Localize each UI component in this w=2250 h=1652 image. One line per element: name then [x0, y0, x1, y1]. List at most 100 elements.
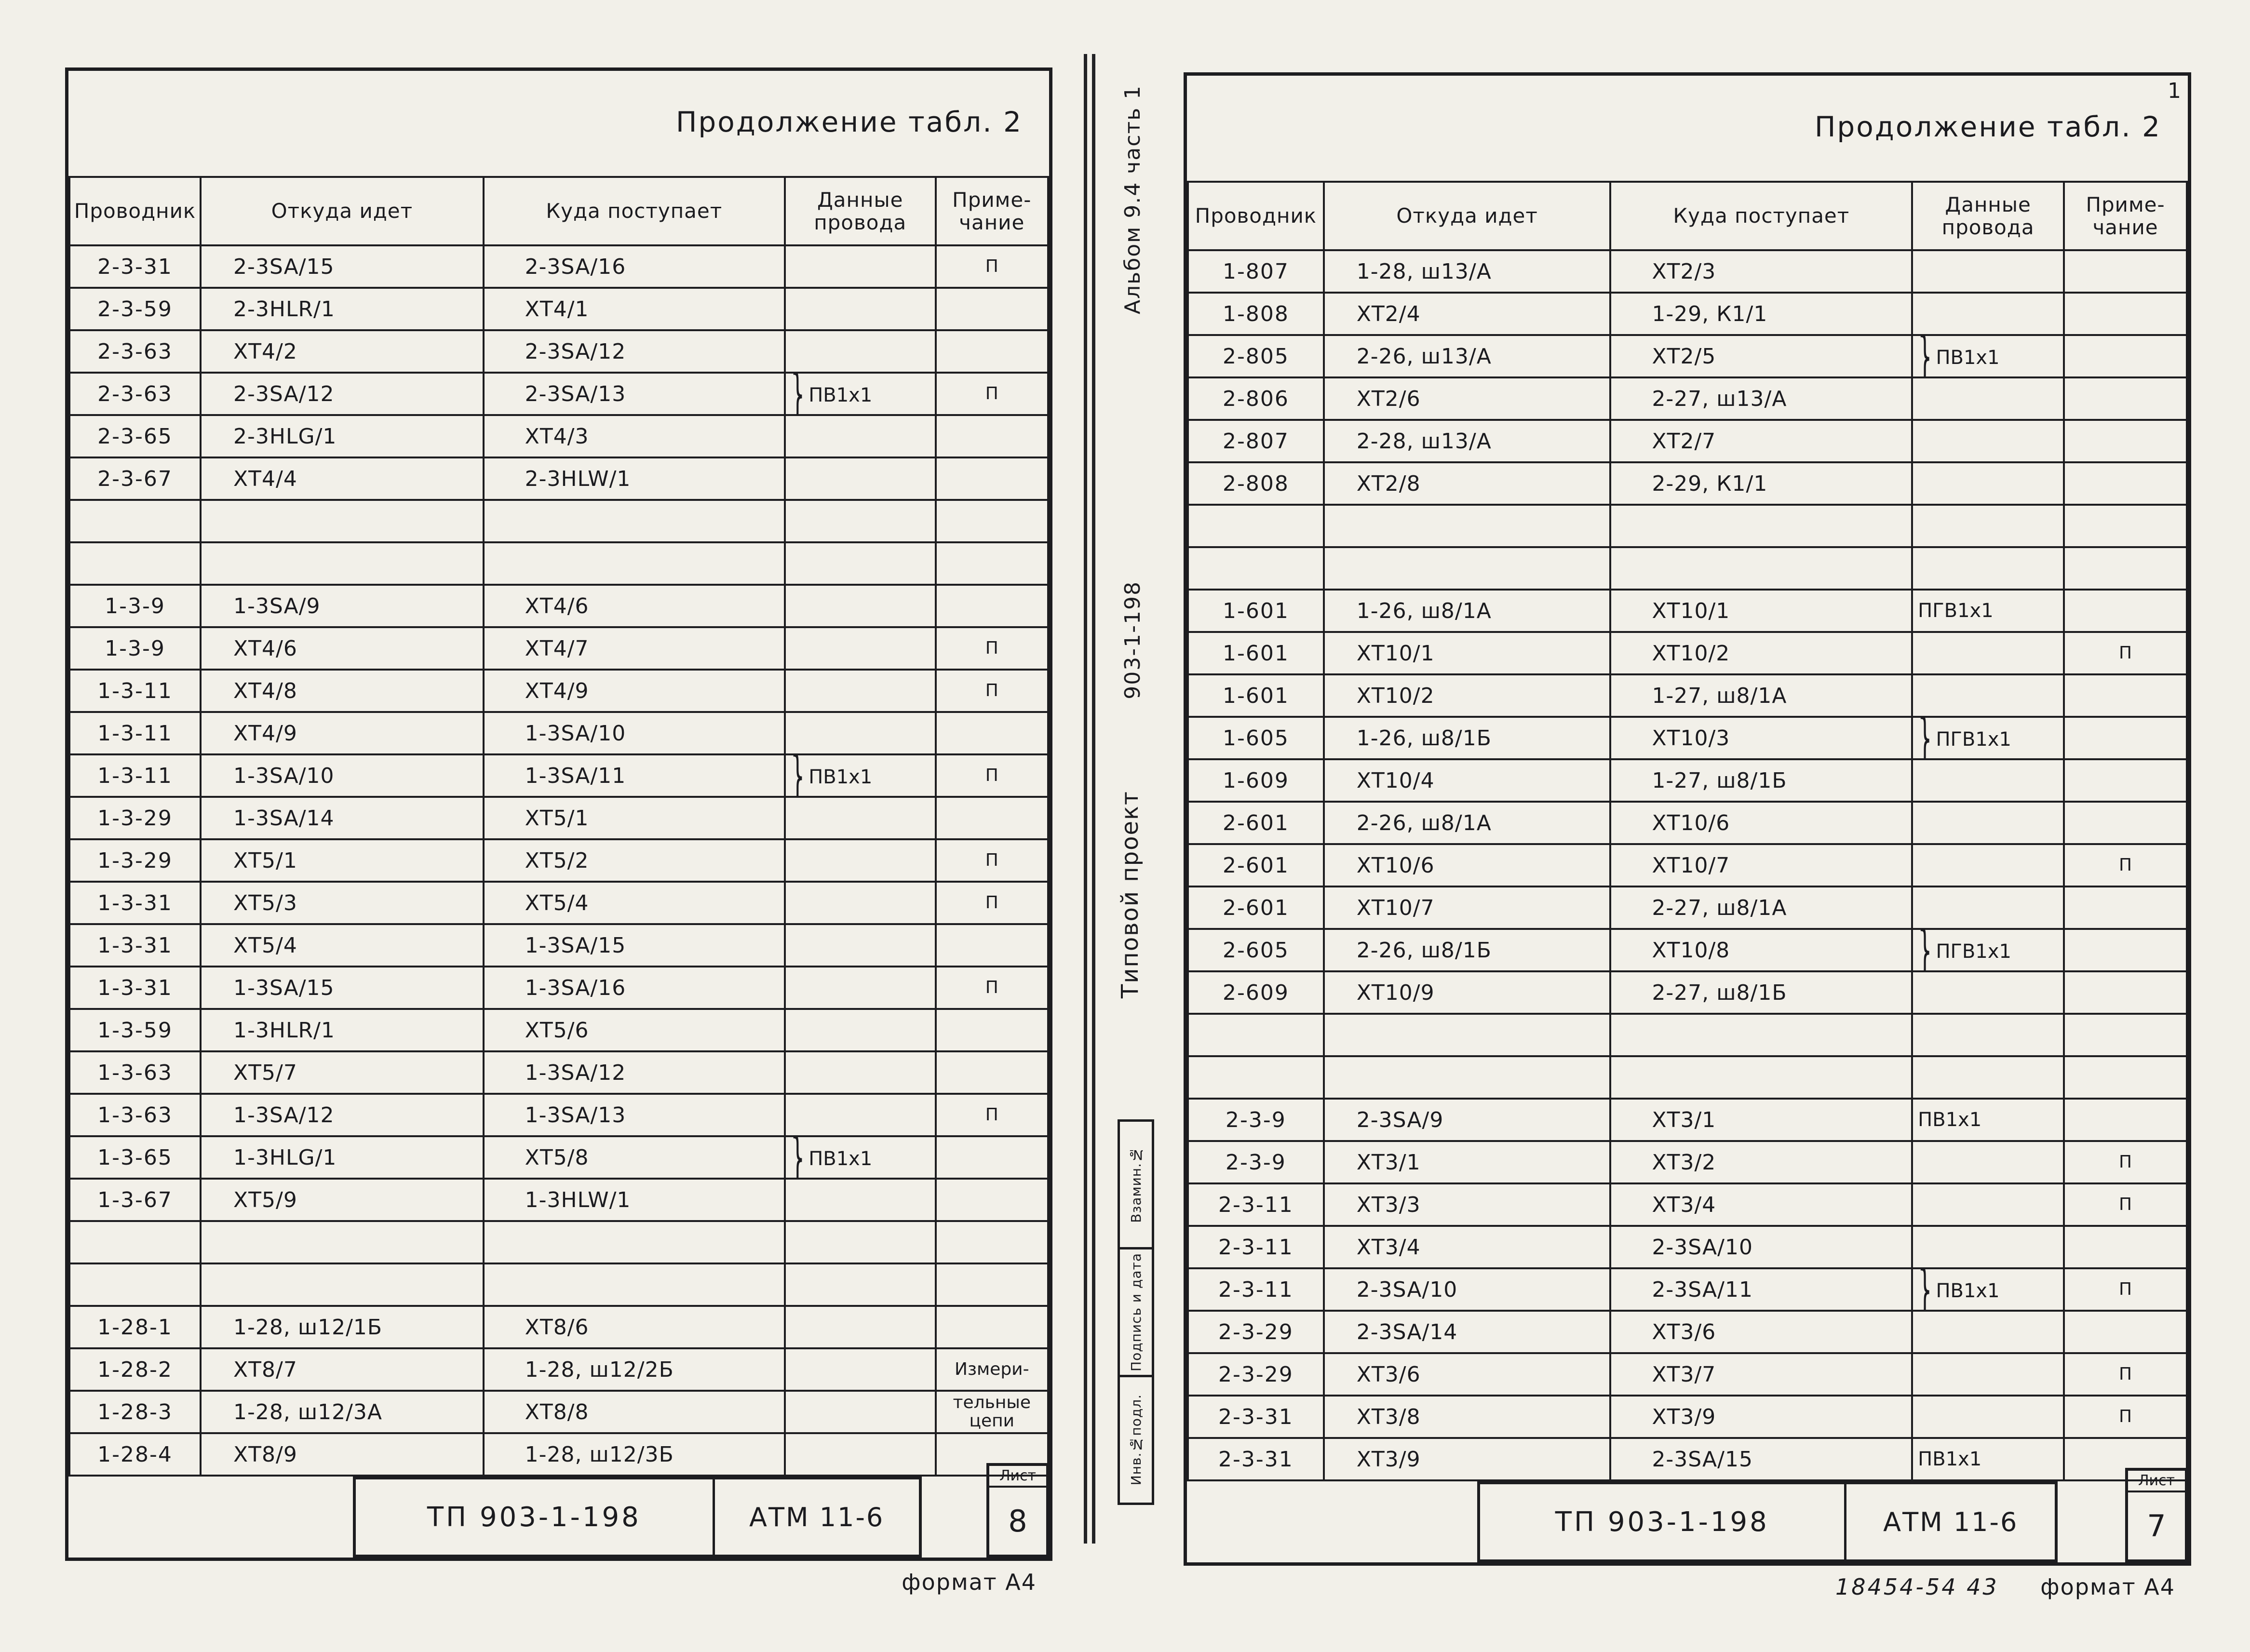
conductor-cell: 1-3-67: [68, 1178, 202, 1222]
to-text: 1-3SA/16: [525, 975, 626, 1000]
from-cell: ХТ2/6: [1322, 376, 1612, 421]
wire-cell: [783, 329, 937, 374]
conductor-text: 2-807: [1222, 429, 1289, 454]
note-text: П: [2119, 1407, 2132, 1427]
from-cell: 1-3HLR/1: [200, 1008, 485, 1052]
note-cell: [2063, 801, 2188, 845]
from-cell: 2-3HLG/1: [200, 414, 485, 458]
from-cell: 1-26, ш8/1А: [1322, 589, 1612, 633]
stamp-cell-inv: Инв.№подл.: [1120, 1377, 1152, 1503]
table-row: 1-3-67 ХТ5/9 1-3HLW/1: [68, 1178, 1050, 1222]
conductor-text: 2-3-59: [97, 296, 173, 322]
from-cell: 1-3SA/14: [200, 796, 485, 840]
conductor-text: 1-3-11: [97, 763, 173, 788]
from-text: 1-3SA/12: [233, 1102, 335, 1128]
note-cell: [2063, 758, 2188, 803]
left-page-title-area: Продолжение табл. 2: [68, 71, 1049, 176]
note-cell: П: [934, 244, 1050, 289]
to-text: 1-28, ш12/2Б: [525, 1357, 674, 1382]
table-row: 1-3-11 1-3SA/10 1-3SA/11} ПВ1х1 П: [68, 753, 1050, 798]
album-label: Альбом 9.4 часть 1: [1120, 85, 1145, 315]
conductor-cell: [68, 499, 202, 543]
to-cell: 1-3SA/15: [482, 923, 786, 967]
to-text: 2-3SA/10: [1652, 1235, 1753, 1260]
conductor-text: 1-605: [1222, 725, 1289, 751]
from-cell: 1-28, ш13/А: [1322, 249, 1612, 294]
note-cell: [934, 414, 1050, 458]
to-cell: ХТ4/3: [482, 414, 786, 458]
to-cell: 2-27, ш8/1А: [1609, 886, 1913, 930]
from-text: ХТ10/1: [1356, 641, 1435, 666]
conductor-text: 2-3-31: [97, 254, 173, 279]
conductor-cell: 2-601: [1187, 886, 1325, 930]
from-text: ХТ4/8: [233, 678, 297, 703]
spacer-row: [1187, 546, 2188, 591]
table-row: 1-28-2 ХТ8/7 1-28, ш12/2Б Измери-: [68, 1347, 1050, 1392]
conductor-cell: 2-605: [1187, 928, 1325, 972]
to-text: ХТ5/4: [525, 890, 589, 915]
document-number: ТП 903-1-198: [1480, 1484, 1847, 1559]
to-text: ХТ5/2: [525, 848, 589, 873]
conductor-text: 1-3-63: [97, 1102, 173, 1128]
wire-text: ПВ1х1: [1936, 347, 2000, 369]
document-code: АТМ 11-6: [749, 1502, 885, 1532]
note-text: П: [2119, 1364, 2132, 1384]
table-row: 2-3-31 ХТ3/9 2-3SA/15 ПВ1х1: [1187, 1437, 2188, 1481]
wire-cell: [783, 711, 937, 755]
table-row: 2-609 ХТ10/9 2-27, ш8/1Б: [1187, 970, 2188, 1015]
table-row: 1-28-4 ХТ8/9 1-28, ш12/3Б: [68, 1432, 1050, 1477]
to-text: ХТ5/8: [525, 1145, 589, 1170]
from-text: ХТ2/8: [1356, 471, 1421, 496]
conductor-text: 1-28-1: [97, 1315, 173, 1340]
to-text: ХТ10/2: [1652, 641, 1730, 666]
conductor-text: 1-28-3: [97, 1399, 173, 1424]
from-text: 2-26, ш13/А: [1356, 344, 1492, 369]
note-cell: [2063, 546, 2188, 591]
note-cell: [2063, 1098, 2188, 1142]
note-cell: [934, 1008, 1050, 1052]
to-cell: 1-28, ш12/3Б: [482, 1432, 786, 1477]
conductor-cell: 1-3-63: [68, 1050, 202, 1095]
to-cell: 2-3SA/12: [482, 329, 786, 374]
right-page-title-area: Продолжение табл. 2 1: [1187, 76, 2188, 181]
table-row: 1-3-11 ХТ4/8 ХТ4/9 П: [68, 669, 1050, 713]
note-text: П: [985, 850, 998, 871]
note-cell: П: [934, 838, 1050, 883]
to-text: ХТ4/6: [525, 593, 589, 618]
sheet-label: Лист: [989, 1466, 1046, 1488]
spacer-row: [68, 499, 1050, 543]
from-cell: ХТ3/6: [1322, 1352, 1612, 1397]
from-cell: 1-3SA/10: [200, 753, 485, 798]
conductor-text: 2-3-11: [1218, 1192, 1293, 1217]
conductor-cell: 1-3-63: [68, 1093, 202, 1137]
archive-number: 18454-54 43: [1835, 1574, 1999, 1600]
conductor-cell: 1-3-11: [68, 711, 202, 755]
brace-glyph: }: [1918, 335, 1932, 377]
conductor-text: 2-3-9: [1226, 1107, 1286, 1132]
wire-cell: [1911, 1013, 2065, 1057]
conductor-text: 1-3-31: [97, 933, 173, 958]
conductor-cell: 1-605: [1187, 716, 1325, 760]
to-cell: ХТ3/6: [1609, 1310, 1913, 1354]
conductor-text: 1-807: [1222, 259, 1289, 284]
conductor-text: 1-3-9: [105, 636, 165, 661]
to-cell: [1609, 1013, 1913, 1057]
to-text: 1-3SA/12: [525, 1060, 626, 1085]
conductor-cell: 2-3-29: [1187, 1352, 1325, 1397]
note-text: П: [985, 893, 998, 913]
column-header-note: Приме- чание: [2063, 181, 2188, 251]
to-cell: ХТ5/1: [482, 796, 786, 840]
note-text: П: [2119, 855, 2132, 875]
conductor-cell: 1-3-31: [68, 923, 202, 967]
table-row: 2-3-29 2-3SA/14 ХТ3/6: [1187, 1310, 2188, 1354]
conductor-text: 1-601: [1222, 683, 1289, 708]
note-cell: [934, 541, 1050, 586]
to-cell: 2-27, ш8/1Б: [1609, 970, 1913, 1015]
wire-cell: [783, 1390, 937, 1434]
from-text: 1-28, ш12/3А: [233, 1399, 383, 1424]
from-cell: ХТ10/9: [1322, 970, 1612, 1015]
wire-cell: [1911, 801, 2065, 845]
sheet-number-box: Лист 8: [986, 1463, 1049, 1558]
wiring-table-left: Проводник Откуда идет Куда поступает Дан…: [68, 176, 1050, 1477]
note-cell: [934, 499, 1050, 543]
